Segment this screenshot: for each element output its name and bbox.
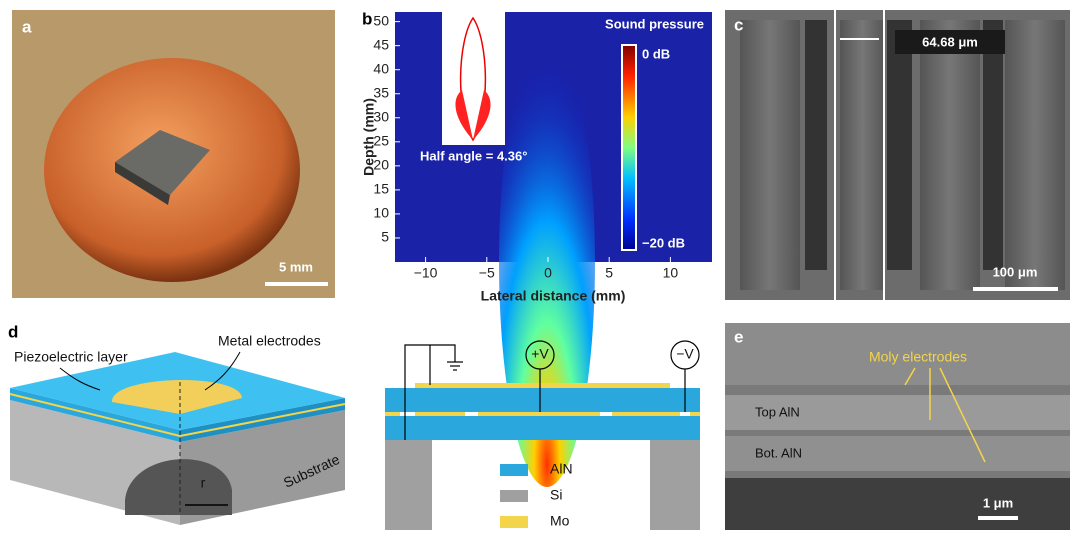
top-electrode: [111, 380, 242, 414]
y-tick-label: 20: [373, 157, 389, 173]
y-axis-label: Depth (mm): [361, 98, 377, 176]
stripe: [920, 20, 980, 290]
leader: [204, 351, 241, 391]
panel-label: a: [22, 17, 32, 36]
legend-swatch: [500, 490, 528, 502]
electrode-layer: [9, 393, 181, 437]
electrode-layer: [179, 403, 346, 437]
beam: [499, 37, 595, 487]
wiring: [404, 340, 700, 440]
legend-label: Si: [550, 487, 562, 503]
electrodes-label: Metal electrodes: [218, 333, 321, 349]
scale-bar-label: 1 μm: [983, 495, 1013, 510]
leader: [59, 367, 101, 391]
stripe: [840, 20, 885, 290]
y-tick-label: 40: [373, 60, 389, 76]
title: Sound pressure: [605, 16, 704, 31]
si-right: [650, 440, 700, 530]
y-tick-label: 25: [373, 133, 389, 149]
panel-a: a 5 mm: [12, 10, 335, 298]
x-axis-label: Lateral distance (mm): [481, 288, 626, 304]
aln-bottom: [385, 416, 700, 440]
panel-label: b: [362, 9, 372, 28]
x-tick-label: 0: [544, 265, 552, 281]
panel-label: e: [734, 327, 743, 346]
inset-side-lobes: [455, 90, 491, 140]
inset: [442, 12, 505, 145]
pointers: [904, 367, 986, 463]
electrodes-label: Moly electrodes: [869, 349, 967, 365]
si-left: [385, 440, 432, 530]
stripe: [1005, 20, 1065, 290]
stripe: [740, 20, 800, 290]
piezo-label: Piezoelectric layer: [14, 349, 128, 365]
y-tick-label: 45: [373, 36, 389, 52]
scale-bar-label: 100 μm: [993, 264, 1038, 279]
minus-label: −V: [676, 346, 694, 362]
colorbar-top: 0 dB: [642, 46, 670, 61]
annotation: Half angle = 4.36°: [420, 148, 527, 163]
panel-label: d: [8, 322, 18, 341]
trench: [805, 20, 827, 270]
top-label: Top AlN: [755, 404, 800, 419]
measurement: 64.68 μm: [922, 34, 978, 49]
chip-side: [115, 162, 170, 205]
aln-top: [385, 388, 700, 412]
legend-swatch: [500, 516, 528, 528]
substrate: [725, 478, 1070, 530]
y-tick-label: 10: [373, 205, 389, 221]
chip: [115, 130, 210, 195]
y-tick-label: 5: [381, 229, 389, 245]
legend-label: AlN: [550, 461, 573, 477]
y-tick-label: 30: [373, 108, 389, 124]
panel-c: 64.68 μm c 100 μm: [725, 10, 1070, 300]
top-aln: [725, 395, 1070, 430]
measure-box: [895, 30, 1005, 54]
bottom-aln: [725, 436, 1070, 471]
legend-swatch: [500, 464, 528, 476]
cavity: [125, 459, 232, 515]
surface: [725, 323, 1070, 385]
y-tick-label: 15: [373, 181, 389, 197]
bottom-label: Bot. AlN: [755, 445, 802, 460]
colorbar: [621, 44, 637, 251]
colorbar-bottom: −20 dB: [642, 235, 685, 250]
panel-e: e Moly electrodes Top AlN Bot. AlN 1 μm: [725, 323, 1070, 530]
x-tick-label: −5: [479, 265, 495, 281]
panel-label: c: [734, 15, 743, 34]
radius-label: r: [201, 475, 206, 491]
top-mo: [415, 383, 670, 388]
trench: [887, 20, 912, 270]
panel-b: b Sound pressure 0 dB −20 dB Half angle …: [361, 9, 712, 487]
panel-d: d r Piezoelectric layer Metal electrodes…: [8, 322, 700, 530]
x-tick-label: −10: [414, 265, 438, 281]
trench: [983, 20, 1003, 270]
x-tick-label: 10: [663, 265, 679, 281]
x-tick-label: 5: [605, 265, 613, 281]
y-tick-label: 35: [373, 84, 389, 100]
y-tick-label: 50: [373, 12, 389, 28]
plus-label: +V: [531, 346, 549, 362]
legend-label: Mo: [550, 513, 570, 529]
scale-bar-label: 5 mm: [279, 259, 313, 274]
